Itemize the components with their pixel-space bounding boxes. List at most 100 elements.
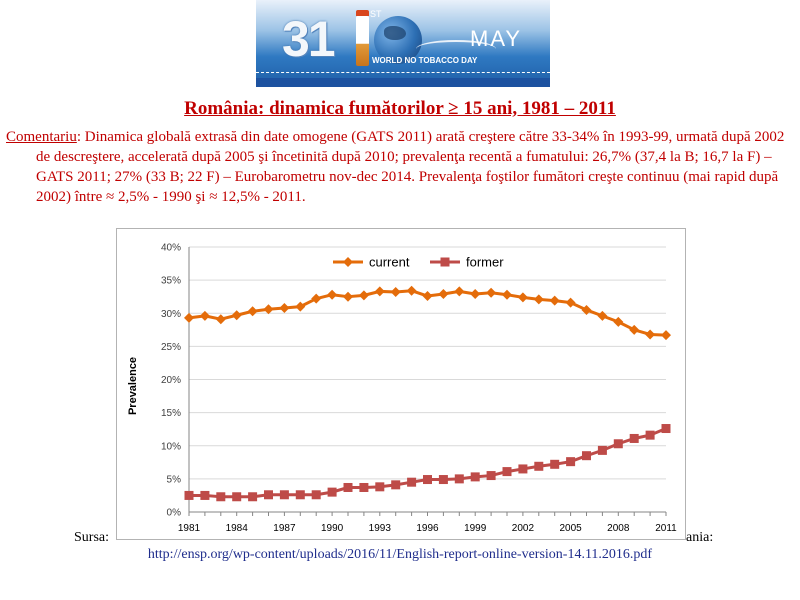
data-point-current (247, 306, 258, 317)
data-point-current (613, 316, 624, 327)
data-point-former (454, 474, 464, 484)
data-point-former (582, 451, 591, 461)
data-point-former (661, 424, 671, 434)
data-point-current (327, 289, 338, 300)
cigarette-body (356, 16, 369, 66)
data-point-former (407, 477, 417, 487)
data-point-former (375, 482, 385, 492)
banner-month: MAY (470, 26, 523, 51)
data-point-former (486, 471, 496, 481)
data-point-former (566, 457, 576, 467)
prevalence-chart: 0% 5% 10% 15% 20% 25% 30% 35% 40% 1981 1984 1987 199… (116, 228, 686, 540)
data-point-current (215, 314, 226, 325)
data-point-former (502, 467, 512, 477)
chart-svg: 0% 5% 10% 15% 20% 25% 30% 35% 40% 1981 1984 1987 199… (116, 228, 686, 540)
data-point-former (391, 480, 401, 490)
data-point-former (359, 482, 369, 492)
data-point-current (438, 289, 449, 300)
y-tick-label: 40% (161, 243, 181, 254)
data-point-former (629, 433, 639, 443)
data-point-former (248, 492, 258, 502)
x-tick-label: 1984 (226, 523, 249, 534)
banner-swoosh (416, 40, 496, 58)
cigarette-icon (356, 10, 369, 16)
world-no-tobacco-day-banner: 31 ST MAY WORLD NO TOBACCO DAY (256, 0, 550, 87)
x-tick-label: 1996 (416, 523, 439, 534)
x-tick-label: 2011 (655, 523, 677, 534)
data-point-former (343, 482, 353, 492)
legend-marker-current (343, 257, 353, 267)
data-point-former (327, 487, 337, 497)
data-point-former (423, 475, 432, 485)
x-tick-label: 1987 (273, 523, 296, 534)
y-tick-label: 25% (161, 342, 181, 353)
data-point-former (232, 492, 242, 502)
data-point-former (470, 472, 480, 482)
data-point-current (358, 290, 369, 301)
globe-continent (384, 26, 406, 40)
data-point-former (518, 464, 528, 474)
data-point-current (645, 329, 656, 340)
x-tick-label: 1993 (369, 523, 392, 534)
comment-text: : Dinamica globală extrasă din date omog… (36, 129, 785, 205)
data-point-current (184, 312, 194, 323)
data-point-current (199, 310, 210, 321)
data-point-former (613, 439, 623, 449)
data-point-current (517, 292, 528, 303)
data-point-current (279, 302, 290, 313)
y-tick-label: 5% (167, 474, 182, 485)
legend-label-former: former (466, 255, 504, 270)
data-point-current (231, 310, 242, 321)
comment-label: Comentariu (6, 129, 77, 145)
data-point-former (311, 490, 321, 500)
comment-paragraph: Comentariu: Dinamica globală extrasă din… (6, 127, 791, 207)
data-point-current (454, 286, 465, 297)
y-axis-label: Prevalence (127, 357, 139, 415)
x-tick-label: 2002 (512, 523, 535, 534)
data-point-current (597, 310, 608, 321)
data-point-former (550, 459, 560, 469)
source-suffix: ania: (686, 530, 714, 545)
y-tick-label: 35% (161, 276, 181, 287)
x-tick-label: 1990 (321, 523, 344, 534)
y-tick-label: 0% (167, 508, 182, 519)
data-point-current (422, 291, 433, 302)
data-point-current (486, 287, 497, 298)
y-tick-label: 15% (161, 408, 181, 419)
data-point-former (200, 490, 210, 500)
y-tick-label: 20% (161, 375, 181, 386)
data-point-former (264, 490, 273, 500)
legend-marker-former (440, 257, 450, 267)
data-point-current (549, 295, 560, 306)
data-point-current (343, 291, 353, 302)
data-point-current (311, 293, 322, 304)
data-point-current (661, 330, 671, 341)
data-point-former (295, 490, 305, 500)
data-point-former (184, 490, 194, 500)
data-point-former (438, 475, 448, 485)
banner-dashed-line (256, 72, 550, 73)
data-point-current (406, 285, 417, 296)
legend-label-current: current (369, 255, 410, 270)
data-point-current (374, 286, 385, 297)
data-point-current (263, 304, 274, 315)
data-point-current (629, 324, 640, 335)
x-tick-label: 1999 (464, 523, 487, 534)
y-tick-label: 30% (161, 309, 181, 320)
x-tick-label: 1981 (178, 523, 201, 534)
data-point-current (470, 289, 481, 300)
x-tick-label: 2005 (559, 523, 582, 534)
data-point-current (390, 287, 401, 298)
data-point-current (295, 301, 306, 312)
data-point-former (216, 492, 226, 502)
data-point-former (279, 490, 289, 500)
y-tick-label: 10% (161, 441, 181, 452)
x-tick-label: 2008 (607, 523, 630, 534)
data-point-former (534, 461, 544, 471)
data-point-current (502, 289, 512, 300)
data-point-current (565, 297, 576, 308)
banner-stripe (256, 78, 550, 87)
source-label: Sursa: (74, 530, 109, 545)
data-point-former (597, 445, 607, 455)
source-link[interactable]: http://ensp.org/wp-content/uploads/2016/… (147, 547, 653, 562)
